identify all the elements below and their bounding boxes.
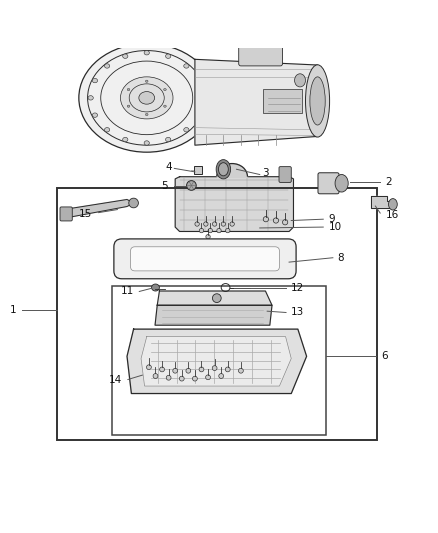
Ellipse shape: [294, 74, 306, 87]
Ellipse shape: [283, 220, 288, 225]
Text: 5: 5: [161, 181, 167, 191]
Ellipse shape: [127, 105, 130, 107]
FancyBboxPatch shape: [131, 247, 279, 271]
Ellipse shape: [196, 78, 201, 83]
Polygon shape: [141, 336, 291, 386]
Text: 8: 8: [337, 253, 344, 263]
Text: 13: 13: [291, 308, 304, 318]
Ellipse shape: [226, 367, 230, 372]
Text: 11: 11: [120, 286, 134, 296]
Ellipse shape: [144, 51, 149, 55]
Ellipse shape: [199, 367, 204, 372]
Polygon shape: [155, 305, 272, 325]
Ellipse shape: [186, 368, 191, 373]
Text: 15: 15: [79, 209, 92, 219]
Text: 6: 6: [381, 351, 388, 361]
FancyBboxPatch shape: [60, 207, 72, 221]
Ellipse shape: [187, 181, 196, 190]
Ellipse shape: [166, 138, 171, 142]
Ellipse shape: [238, 368, 244, 373]
Ellipse shape: [389, 199, 397, 210]
Ellipse shape: [195, 222, 199, 226]
Text: 16: 16: [385, 210, 399, 220]
Text: 2: 2: [385, 177, 392, 187]
Text: 1: 1: [10, 305, 17, 316]
Ellipse shape: [139, 92, 155, 104]
Ellipse shape: [153, 374, 158, 378]
Ellipse shape: [335, 174, 348, 192]
Ellipse shape: [193, 376, 197, 381]
Ellipse shape: [208, 229, 212, 233]
Ellipse shape: [92, 113, 98, 117]
Polygon shape: [157, 291, 272, 305]
Text: 9: 9: [328, 214, 335, 224]
Text: 14: 14: [109, 375, 122, 384]
Ellipse shape: [145, 80, 148, 82]
Polygon shape: [371, 197, 391, 208]
Bar: [194, 166, 202, 174]
Ellipse shape: [230, 222, 234, 226]
Bar: [263, 89, 302, 113]
Ellipse shape: [221, 222, 226, 226]
Ellipse shape: [212, 294, 221, 303]
Ellipse shape: [206, 235, 210, 239]
Ellipse shape: [217, 229, 221, 233]
Text: 4: 4: [166, 162, 172, 172]
Ellipse shape: [219, 163, 228, 176]
Ellipse shape: [196, 113, 201, 117]
Text: 3: 3: [262, 168, 268, 178]
Polygon shape: [175, 177, 293, 231]
Ellipse shape: [79, 44, 215, 152]
Ellipse shape: [164, 88, 166, 91]
Ellipse shape: [92, 78, 98, 83]
Text: 12: 12: [291, 282, 304, 293]
Ellipse shape: [173, 368, 178, 373]
Ellipse shape: [127, 88, 130, 91]
Polygon shape: [217, 164, 247, 177]
FancyBboxPatch shape: [279, 167, 291, 182]
Ellipse shape: [145, 114, 148, 116]
Ellipse shape: [104, 64, 110, 68]
Ellipse shape: [305, 65, 330, 137]
Ellipse shape: [273, 218, 279, 223]
Ellipse shape: [212, 366, 217, 370]
Ellipse shape: [123, 54, 128, 59]
Ellipse shape: [166, 54, 171, 59]
Ellipse shape: [184, 127, 189, 132]
Ellipse shape: [123, 138, 128, 142]
Text: 10: 10: [328, 222, 342, 232]
FancyBboxPatch shape: [239, 42, 283, 66]
Ellipse shape: [104, 127, 110, 132]
Polygon shape: [127, 329, 307, 393]
Ellipse shape: [166, 375, 171, 380]
Ellipse shape: [212, 222, 217, 226]
Ellipse shape: [226, 229, 230, 233]
Ellipse shape: [152, 284, 159, 291]
Ellipse shape: [144, 141, 149, 145]
Ellipse shape: [263, 216, 268, 222]
Ellipse shape: [219, 374, 223, 378]
Polygon shape: [195, 59, 318, 145]
FancyBboxPatch shape: [318, 173, 339, 194]
Ellipse shape: [200, 96, 205, 100]
Ellipse shape: [159, 367, 164, 372]
Ellipse shape: [164, 105, 166, 107]
Ellipse shape: [216, 159, 230, 179]
Ellipse shape: [199, 229, 204, 233]
Bar: [57, 188, 377, 440]
Ellipse shape: [204, 222, 208, 226]
Ellipse shape: [180, 376, 184, 381]
Ellipse shape: [129, 198, 138, 208]
Ellipse shape: [88, 96, 93, 100]
Bar: [112, 286, 326, 435]
Ellipse shape: [310, 77, 325, 125]
Ellipse shape: [206, 375, 210, 379]
Polygon shape: [64, 199, 134, 219]
Ellipse shape: [184, 64, 189, 68]
Ellipse shape: [120, 77, 173, 119]
FancyBboxPatch shape: [114, 239, 296, 279]
Ellipse shape: [146, 365, 152, 370]
